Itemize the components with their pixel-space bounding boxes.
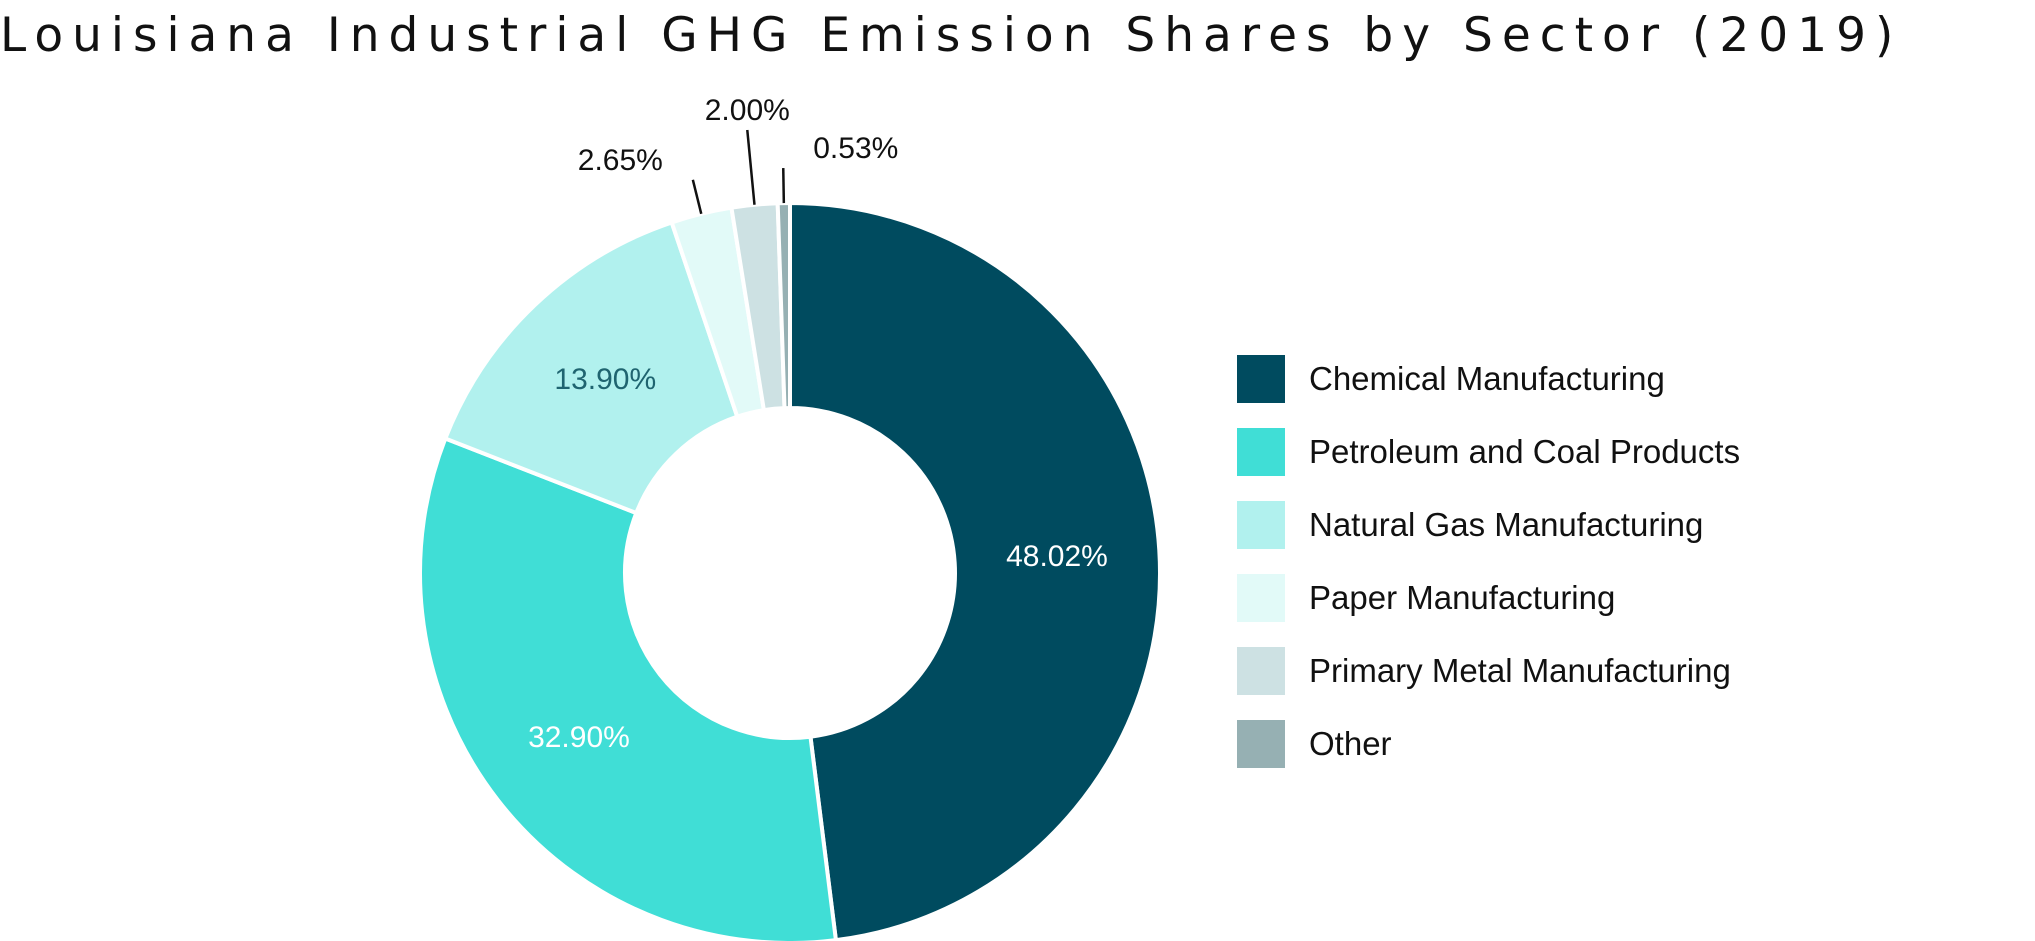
legend-swatch — [1237, 574, 1285, 622]
legend-item-chemical-manufacturing: Chemical Manufacturing — [1237, 355, 1740, 403]
legend-swatch — [1237, 720, 1285, 768]
data-label-other: 0.53% — [813, 132, 898, 165]
legend-item-natural-gas-manufacturing: Natural Gas Manufacturing — [1237, 501, 1740, 549]
legend-label: Petroleum and Coal Products — [1309, 433, 1741, 470]
legend-label: Primary Metal Manufacturing — [1309, 652, 1731, 689]
slice-petroleum-and-coal-products — [418, 435, 839, 941]
legend-swatch — [1237, 355, 1285, 403]
data-label-natural-gas-manufacturing: 13.90% — [554, 363, 656, 396]
legend-swatch — [1237, 428, 1285, 476]
data-label-chemical-manufacturing: 48.02% — [1006, 540, 1108, 573]
data-label-petroleum-and-coal-products: 32.90% — [528, 721, 630, 754]
legend-swatch — [1237, 501, 1285, 549]
data-label-primary-metal-manufacturing: 2.00% — [705, 94, 790, 127]
legend: Chemical Manufacturing Petroleum and Coal… — [1237, 355, 1740, 793]
legend-label: Natural Gas Manufacturing — [1309, 506, 1704, 543]
legend-item-paper-manufacturing: Paper Manufacturing — [1237, 574, 1740, 622]
leader-line-other — [782, 168, 786, 204]
chart-title: Louisiana Industrial GHG Emission Shares… — [0, 8, 1903, 63]
legend-item-primary-metal-manufacturing: Primary Metal Manufacturing — [1237, 647, 1740, 695]
slice-chemical-manufacturing — [788, 200, 1162, 941]
data-label-paper-manufacturing: 2.65% — [578, 144, 663, 177]
legend-label: Other — [1309, 725, 1392, 762]
legend-item-other: Other — [1237, 720, 1740, 768]
slice-natural-gas-manufacturing — [442, 219, 740, 516]
legend-swatch — [1237, 647, 1285, 695]
leader-line-paper-manufacturing — [691, 179, 703, 215]
legend-label: Paper Manufacturing — [1309, 579, 1616, 616]
legend-label: Chemical Manufacturing — [1309, 360, 1665, 397]
slice-other — [775, 200, 792, 411]
leader-line-primary-metal-manufacturing — [746, 129, 756, 205]
legend-item-petroleum-and-coal-products: Petroleum and Coal Products — [1237, 428, 1740, 476]
